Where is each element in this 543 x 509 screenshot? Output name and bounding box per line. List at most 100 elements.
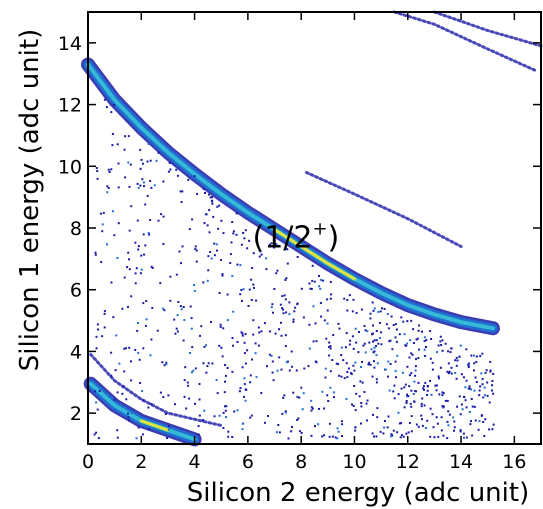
count-pixel xyxy=(110,351,113,354)
count-pixel xyxy=(435,384,438,387)
count-pixel xyxy=(236,341,239,343)
count-pixel xyxy=(246,349,249,352)
count-pixel xyxy=(232,230,235,233)
count-pixel xyxy=(140,158,143,161)
count-pixel xyxy=(183,319,186,321)
count-pixel xyxy=(399,436,402,439)
count-pixel xyxy=(328,354,331,357)
count-pixel xyxy=(176,330,179,333)
count-pixel xyxy=(127,161,130,164)
count-pixel xyxy=(430,393,433,396)
count-pixel xyxy=(363,325,366,327)
count-pixel xyxy=(162,180,165,183)
count-pixel xyxy=(150,338,153,341)
count-pixel xyxy=(301,408,304,411)
count-pixel xyxy=(218,344,221,347)
count-pixel xyxy=(144,244,147,247)
count-pixel xyxy=(473,389,476,392)
count-pixel xyxy=(480,372,483,375)
count-pixel xyxy=(284,410,287,413)
count-pixel xyxy=(397,411,400,414)
count-pixel xyxy=(446,437,449,440)
count-pixel xyxy=(483,386,486,389)
count-pixel xyxy=(483,435,486,437)
count-pixel xyxy=(420,414,423,417)
count-pixel xyxy=(373,366,376,369)
count-pixel xyxy=(243,352,246,355)
count-pixel xyxy=(136,182,139,185)
count-pixel xyxy=(173,318,176,321)
count-pixel xyxy=(375,378,378,381)
count-pixel xyxy=(475,360,478,363)
count-pixel xyxy=(403,386,406,389)
count-pixel xyxy=(397,393,400,396)
count-pixel xyxy=(352,347,355,350)
count-pixel xyxy=(244,388,247,391)
count-pixel xyxy=(282,308,285,311)
count-pixel xyxy=(189,352,191,354)
count-pixel xyxy=(410,372,413,375)
count-pixel xyxy=(195,249,198,252)
count-pixel xyxy=(314,322,317,325)
count-pixel xyxy=(373,339,376,342)
count-pixel xyxy=(128,185,131,188)
count-pixel xyxy=(470,388,473,391)
count-pixel xyxy=(361,360,363,363)
count-pixel xyxy=(393,384,396,387)
count-pixel xyxy=(288,301,291,304)
resonance-annotation: (1/2+) xyxy=(253,218,340,255)
count-pixel xyxy=(414,390,417,392)
count-pixel xyxy=(280,368,283,371)
count-pixel xyxy=(224,374,227,377)
count-pixel xyxy=(275,272,278,275)
count-pixel xyxy=(205,344,207,347)
count-pixel xyxy=(284,345,287,348)
count-pixel xyxy=(106,191,109,194)
count-pixel xyxy=(203,345,206,348)
count-pixel xyxy=(408,374,411,377)
count-pixel xyxy=(375,339,378,342)
count-pixel xyxy=(206,365,209,368)
count-pixel xyxy=(298,430,301,433)
count-pixel xyxy=(123,276,126,279)
count-pixel xyxy=(207,255,210,258)
count-pixel xyxy=(407,395,410,398)
count-pixel xyxy=(423,404,426,407)
count-pixel xyxy=(346,376,349,379)
count-pixel xyxy=(242,422,245,425)
count-pixel xyxy=(319,287,322,290)
y-tick-label: 12 xyxy=(58,95,82,117)
count-pixel xyxy=(260,330,263,333)
count-pixel xyxy=(352,364,355,367)
count-pixel xyxy=(326,394,329,397)
count-pixel xyxy=(217,227,220,230)
count-pixel xyxy=(409,402,412,405)
count-pixel xyxy=(102,211,105,214)
count-pixel xyxy=(470,354,473,357)
count-pixel xyxy=(125,347,127,350)
count-pixel xyxy=(478,389,481,392)
count-pixel xyxy=(107,168,110,171)
count-pixel xyxy=(414,365,417,368)
count-pixel xyxy=(247,305,250,307)
count-pixel xyxy=(454,372,457,374)
count-pixel xyxy=(193,284,196,287)
count-pixel xyxy=(403,406,406,409)
count-pixel xyxy=(221,355,224,358)
count-pixel xyxy=(110,111,113,114)
annotation-superscript: + xyxy=(313,218,328,239)
count-pixel xyxy=(363,391,366,393)
count-pixel xyxy=(197,433,200,436)
count-pixel xyxy=(222,327,225,330)
count-pixel xyxy=(263,322,266,325)
count-pixel xyxy=(452,416,455,419)
count-pixel xyxy=(174,332,177,335)
count-pixel xyxy=(252,283,255,286)
count-pixel xyxy=(232,232,235,235)
count-pixel xyxy=(174,403,176,406)
count-pixel xyxy=(117,162,120,165)
count-pixel xyxy=(418,324,421,327)
count-pixel xyxy=(441,391,444,394)
count-pixel xyxy=(270,354,273,357)
count-pixel xyxy=(362,344,365,347)
